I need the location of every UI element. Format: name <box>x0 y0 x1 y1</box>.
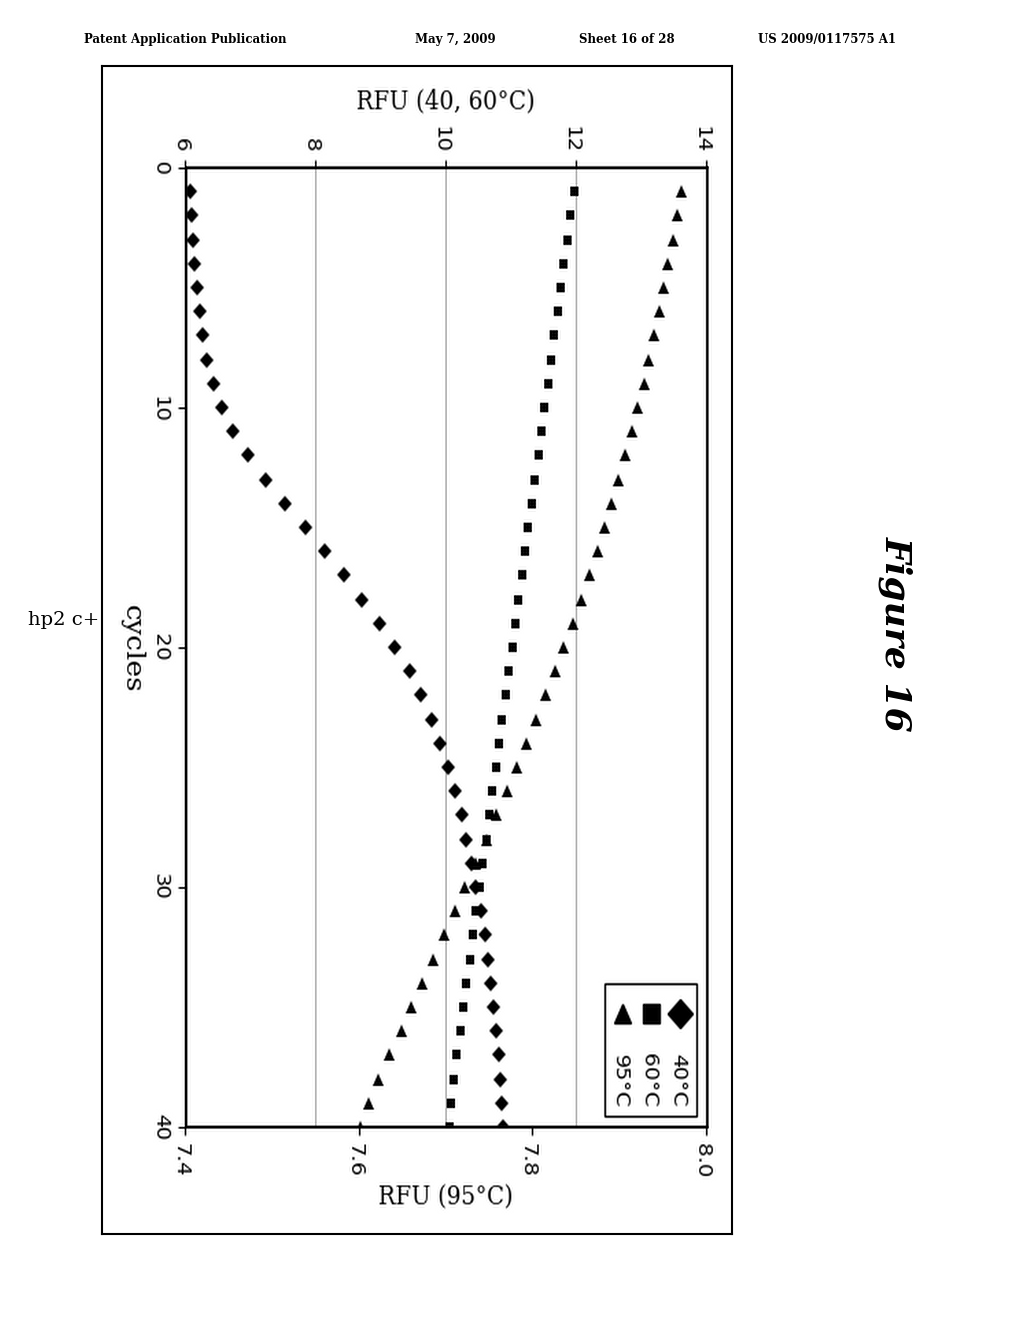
Text: Figure 16: Figure 16 <box>879 536 913 731</box>
Text: hp2 c+: hp2 c+ <box>28 611 99 630</box>
Text: Patent Application Publication: Patent Application Publication <box>84 33 287 46</box>
Text: May 7, 2009: May 7, 2009 <box>415 33 496 46</box>
Text: Sheet 16 of 28: Sheet 16 of 28 <box>579 33 674 46</box>
Text: US 2009/0117575 A1: US 2009/0117575 A1 <box>758 33 896 46</box>
